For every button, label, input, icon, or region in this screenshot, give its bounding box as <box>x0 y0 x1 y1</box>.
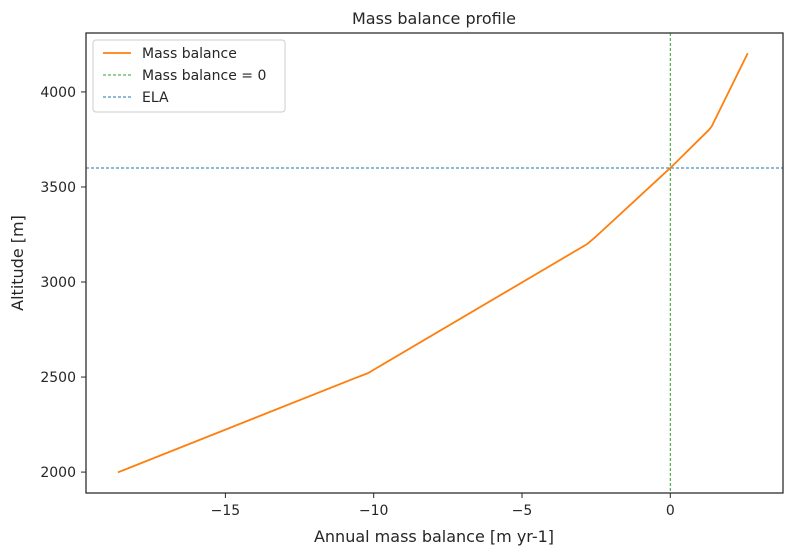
plot-layer <box>86 33 783 493</box>
x-tick-label: −15 <box>211 503 241 519</box>
x-tick-label: −10 <box>359 503 389 519</box>
y-tick-label: 3500 <box>40 180 76 196</box>
legend-label-ela: ELA <box>142 90 169 106</box>
y-tick-label: 2500 <box>40 370 76 386</box>
legend: Mass balance Mass balance = 0 ELA <box>92 39 286 113</box>
y-tick-label: 2000 <box>40 465 76 481</box>
legend-box <box>92 39 286 113</box>
legend-label-zero-line: Mass balance = 0 <box>142 68 266 84</box>
y-tick-label: 3000 <box>40 275 76 291</box>
x-tick-label: −5 <box>512 503 533 519</box>
y-tick-label: 4000 <box>40 85 76 101</box>
plot-frame <box>85 32 784 494</box>
y-axis-title: Altitude [m] <box>8 215 27 311</box>
x-tick-label: 0 <box>666 503 675 519</box>
series-line-mass-balance <box>117 53 749 473</box>
x-axis-title: Annual mass balance [m yr-1] <box>314 527 554 546</box>
legend-label-mass-balance: Mass balance <box>142 46 237 62</box>
chart-title: Mass balance profile <box>352 9 516 28</box>
axis-ticks: −15 −10 −5 0 2000 2500 3000 3500 4000 <box>40 85 674 519</box>
